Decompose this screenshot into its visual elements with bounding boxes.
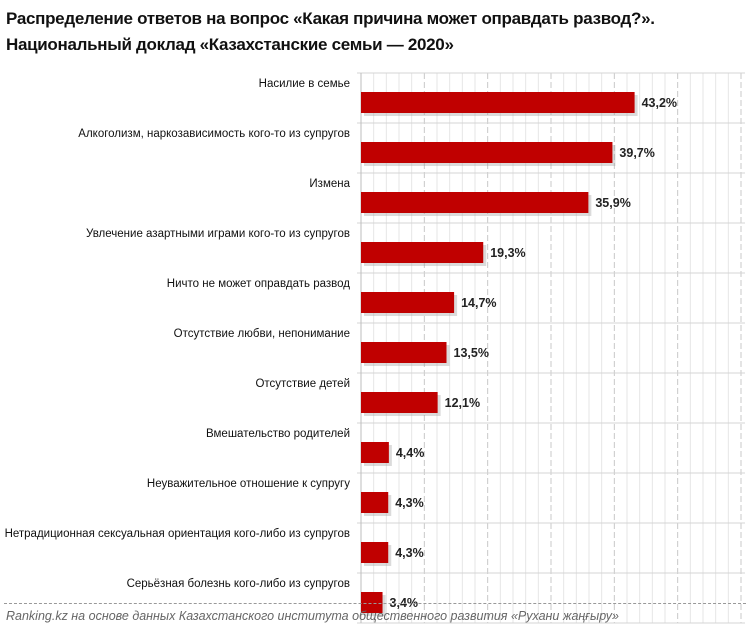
data-label: 14,7% [461,296,496,310]
category-label: Ничто не может оправдать развод [166,278,350,290]
category-label: Неуважительное отношение к супругу [146,478,350,490]
category-label: Отсутствие любви, непонимание [173,328,350,340]
category-label: Отсутствие детей [255,378,350,390]
category-label: Насилие в семье [258,78,350,90]
data-label: 12,1% [445,396,480,410]
data-label: 39,7% [619,146,654,160]
data-label: 35,9% [595,196,630,210]
chart-title-line1: Распределение ответов на вопрос «Какая п… [6,9,655,28]
bar [361,242,484,263]
bar [361,92,635,113]
chart-title: Распределение ответов на вопрос «Какая п… [6,6,655,58]
bar [361,342,447,363]
category-label: Алкоголизм, наркозависимость кого-то из … [78,128,350,140]
data-label: 4,4% [396,446,425,460]
bar [361,392,438,413]
footer-divider [4,603,746,604]
category-label: Серьёзная болезнь кого-либо из супругов [126,578,350,590]
bar [361,142,613,163]
bar [361,492,389,513]
bar [361,592,383,613]
category-label: Измена [309,178,350,190]
source-note: Ranking.kz на основе данных Казахстанско… [6,609,619,623]
category-label: Вмешательство родителей [205,428,350,440]
bar [361,292,455,313]
data-label: 19,3% [490,246,525,260]
data-label: 13,5% [454,346,489,360]
data-label: 43,2% [642,96,677,110]
bar [361,192,589,213]
category-label: Нетрадиционная сексуальная ориентация ко… [4,528,350,540]
chart-title-line2: Национальный доклад «Казахстанские семьи… [6,35,454,54]
bar [361,442,389,463]
data-label: 4,3% [395,546,424,560]
data-label: 4,3% [395,496,424,510]
category-label: Увлечение азартными играми кого-то из су… [86,228,350,240]
bar [361,542,389,563]
